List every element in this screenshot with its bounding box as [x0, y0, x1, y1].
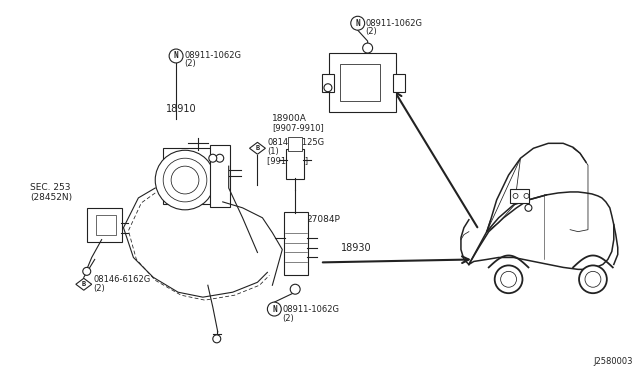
Text: [9910-    ]: [9910- ] — [268, 156, 308, 165]
Circle shape — [213, 335, 221, 343]
Text: 18900A: 18900A — [273, 114, 307, 123]
Text: 08911-1062G: 08911-1062G — [184, 51, 241, 61]
Circle shape — [495, 265, 522, 293]
Circle shape — [169, 49, 183, 63]
Circle shape — [363, 43, 372, 53]
FancyBboxPatch shape — [288, 137, 302, 151]
Text: (28452N): (28452N) — [30, 193, 72, 202]
FancyBboxPatch shape — [163, 148, 223, 204]
FancyBboxPatch shape — [96, 215, 116, 235]
FancyBboxPatch shape — [286, 149, 304, 179]
Text: (2): (2) — [184, 60, 196, 68]
Text: J2580003: J2580003 — [593, 357, 633, 366]
Circle shape — [579, 265, 607, 293]
Text: [9907-9910]: [9907-9910] — [273, 123, 324, 132]
FancyBboxPatch shape — [394, 74, 405, 92]
Text: SEC. 253: SEC. 253 — [30, 183, 70, 192]
FancyBboxPatch shape — [340, 64, 380, 101]
Text: (1): (1) — [268, 147, 279, 156]
FancyBboxPatch shape — [509, 189, 529, 203]
FancyBboxPatch shape — [210, 145, 230, 207]
Circle shape — [500, 271, 516, 287]
Circle shape — [524, 193, 529, 198]
Circle shape — [163, 158, 207, 202]
FancyBboxPatch shape — [329, 53, 396, 112]
Text: 27084P: 27084P — [306, 215, 340, 224]
Text: N: N — [174, 51, 179, 61]
FancyBboxPatch shape — [87, 208, 122, 241]
Text: N: N — [272, 305, 276, 314]
Circle shape — [83, 267, 91, 275]
Text: 18910: 18910 — [166, 103, 196, 113]
Circle shape — [351, 16, 365, 30]
Text: (2): (2) — [365, 27, 378, 36]
Polygon shape — [76, 278, 92, 290]
Text: (2): (2) — [93, 284, 106, 293]
Text: 08146-6162G: 08146-6162G — [93, 275, 151, 284]
Circle shape — [324, 84, 332, 92]
Circle shape — [513, 193, 518, 198]
FancyBboxPatch shape — [322, 74, 334, 92]
Circle shape — [209, 154, 217, 162]
Circle shape — [525, 204, 532, 211]
Text: 08146-6125G: 08146-6125G — [268, 138, 324, 147]
Text: (2): (2) — [282, 314, 294, 323]
Text: 18930: 18930 — [341, 243, 371, 253]
Circle shape — [268, 302, 282, 316]
Text: 08911-1062G: 08911-1062G — [282, 305, 339, 314]
Polygon shape — [250, 142, 266, 154]
Circle shape — [290, 284, 300, 294]
Circle shape — [585, 271, 601, 287]
Circle shape — [171, 166, 199, 194]
Circle shape — [216, 154, 224, 162]
Circle shape — [156, 150, 215, 210]
Text: 08911-1062G: 08911-1062G — [365, 19, 422, 28]
FancyBboxPatch shape — [284, 212, 308, 275]
Text: N: N — [355, 19, 360, 28]
Text: B: B — [255, 145, 260, 151]
Text: B: B — [82, 281, 86, 287]
